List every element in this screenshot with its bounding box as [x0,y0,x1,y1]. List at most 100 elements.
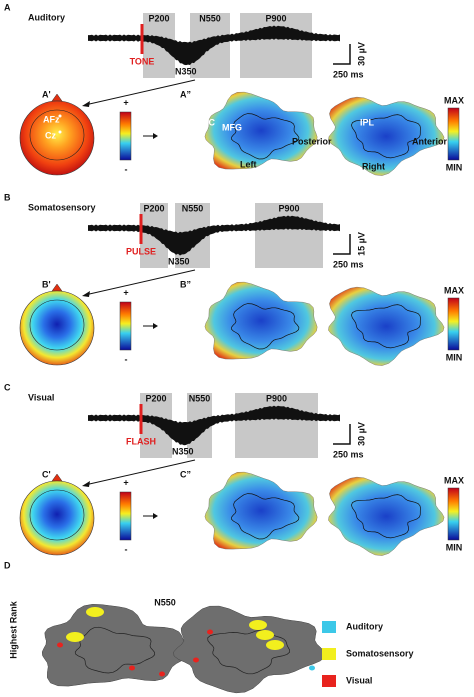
legend-swatch [322,675,336,687]
colorbar-min: MIN [446,542,463,552]
rank-spot [193,657,199,663]
colorbar-max: MAX [444,95,464,105]
rank-spot [207,629,213,635]
colorbar-max: MAX [444,285,464,295]
region-outline [351,304,421,349]
region-label: MFG [222,122,242,132]
rank-spot [159,671,165,677]
arrowhead [153,323,158,329]
component-label: P200 [143,203,164,213]
arrow [84,459,196,486]
colorbar [447,487,460,541]
region-outline [231,113,300,160]
legend-label: Auditory [346,621,383,631]
cortical-flatmap [328,286,445,366]
erp-waveform [88,215,340,256]
colorbar [119,491,132,541]
legend-label: Visual [346,675,372,685]
component-label: N350 [168,256,190,266]
rank-spot [129,665,135,671]
head-topography [19,290,95,366]
component-label: N550 [199,13,221,23]
legend-label: Somatosensory [346,648,414,658]
component-label: P200 [148,13,169,23]
colorbar-minus: - [125,354,128,364]
rank-spot [266,640,284,650]
region-label: AC [202,117,215,127]
amplitude-scale: 30 µV [356,422,366,446]
colorbar-plus: + [123,287,128,297]
cortical-flatmap [204,281,318,360]
component-window [235,393,318,458]
electrode-label: AFz [43,114,60,124]
colorbar-min: MIN [446,352,463,362]
colorbar [119,111,132,161]
head-outline [29,489,85,541]
arrowhead [153,513,158,519]
component-window [255,203,323,268]
sub-panel-label: B' [42,279,51,289]
electrode [58,130,62,134]
cortical-flatmap [204,91,318,170]
modality-label: Visual [28,392,54,402]
rank-spot [309,665,315,671]
sub-panel-label: B” [180,279,191,289]
cortical-flatmap [328,96,445,176]
arrow [84,79,196,106]
erp-waveform [88,405,340,446]
region-label: Posterior [292,136,332,146]
arrowhead [82,101,90,107]
panel-letter: C [4,382,11,392]
rank-spot [249,620,267,630]
stimulus-label: FLASH [126,436,156,446]
component-label: N350 [175,66,197,76]
scale-bar [333,234,351,255]
colorbar [447,297,460,351]
colorbar-plus: + [123,477,128,487]
head-outline [29,109,85,161]
axis-label: Highest Rank [8,600,18,659]
stimulus-label: PULSE [126,246,156,256]
sub-panel-label: A' [42,89,51,99]
electrode-label: Cz [45,130,56,140]
sub-panel-label: C' [42,469,51,479]
region-outline [74,626,156,674]
component-label: P900 [265,13,286,23]
rank-spot [57,642,63,648]
region-outline [351,114,421,159]
sub-panel-label: A” [180,89,191,99]
modality-label: Somatosensory [28,202,96,212]
region-label: IPL [360,117,375,127]
head-nose [51,473,63,482]
amplitude-scale: 30 µV [356,42,366,66]
map-title: N550 [154,597,176,607]
time-scale: 250 ms [333,259,364,269]
component-window [240,13,312,78]
erp-waveform [88,25,340,66]
legend-swatch [322,621,336,633]
colorbar [119,301,132,351]
region-outline [231,303,300,350]
arrowhead [153,133,158,139]
component-label: N350 [172,446,194,456]
sub-panel-label: C” [180,469,191,479]
scale-bar [333,424,351,445]
rank-spot [256,630,274,640]
cortical-flatmap [41,604,190,687]
component-label: N550 [182,203,204,213]
component-label: N550 [189,393,211,403]
panel-letter: D [4,560,11,570]
electrode [58,114,62,118]
panel-letter: A [4,2,11,12]
region-label: Right [362,161,385,171]
legend-swatch [322,648,336,660]
amplitude-scale: 15 µV [356,232,366,256]
stimulus-label: TONE [130,56,155,66]
head-topography [19,100,95,176]
region-label: Left [240,159,257,169]
region-outline [231,493,300,540]
panel-letter: B [4,192,11,202]
rank-spot [66,632,84,642]
head-nose [51,283,63,292]
